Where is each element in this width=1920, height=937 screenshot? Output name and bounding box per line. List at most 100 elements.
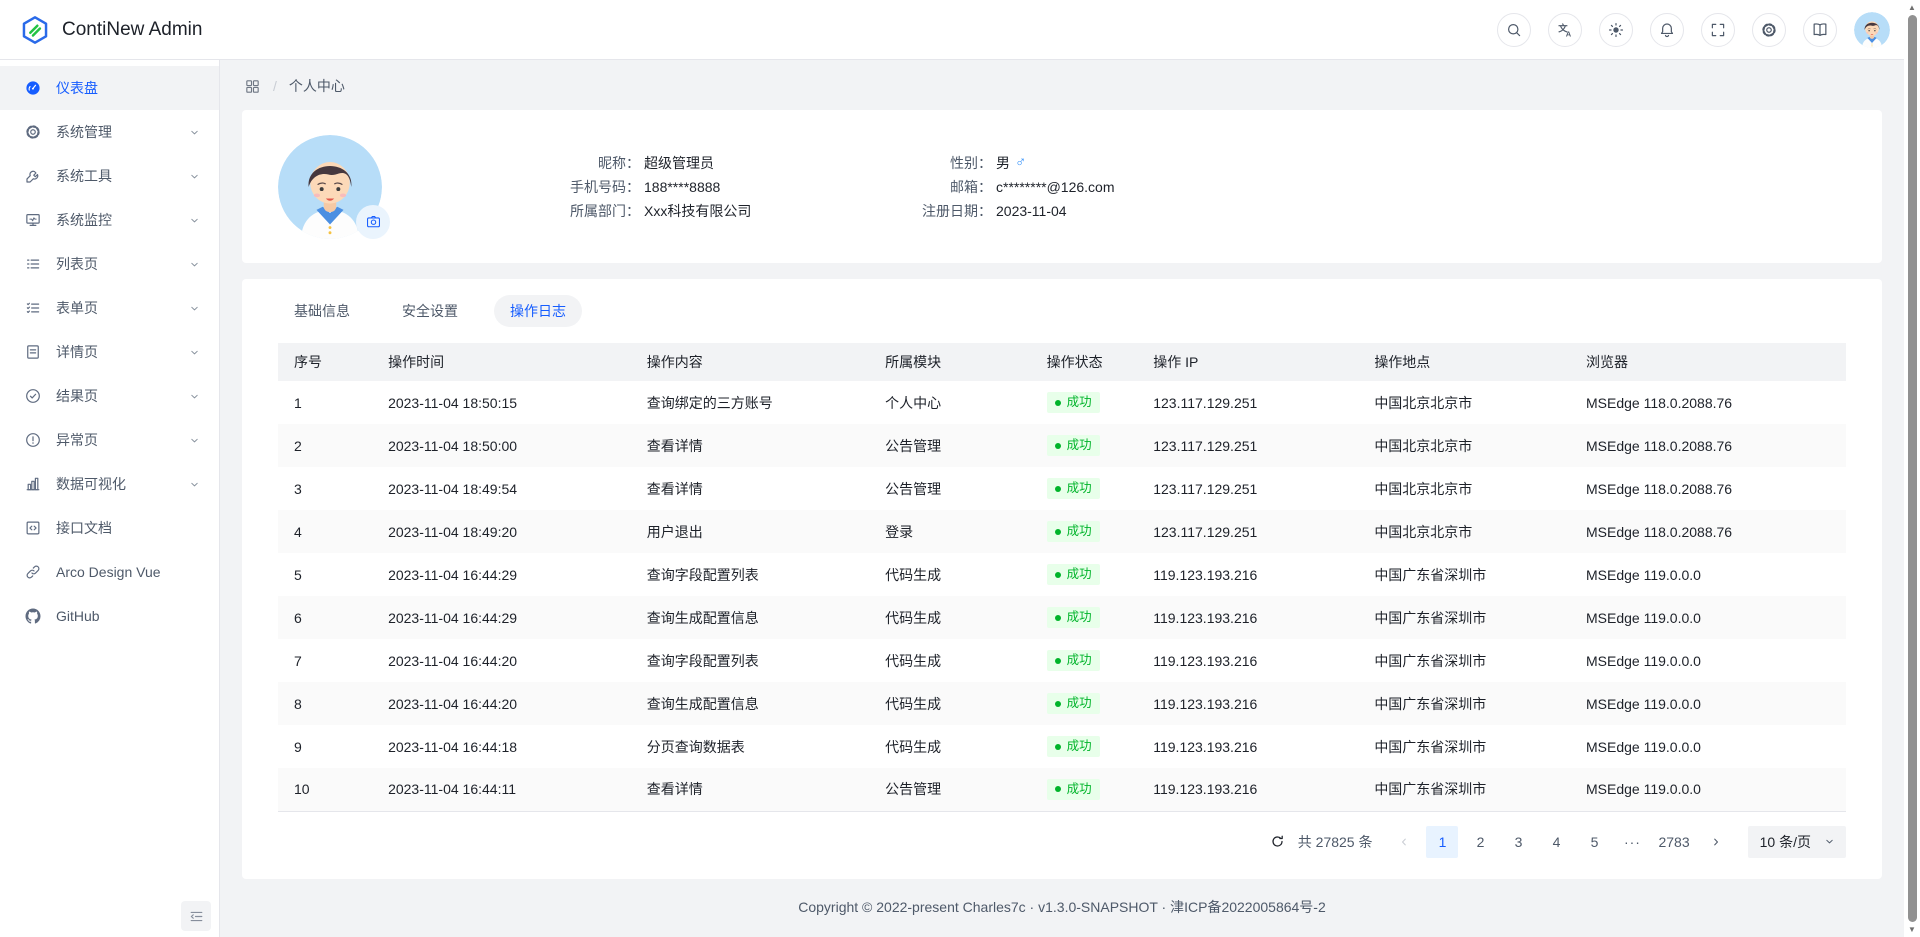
- sidebar-item-github[interactable]: GitHub: [0, 594, 219, 638]
- chevron-down-icon: [188, 346, 201, 359]
- sidebar-item-form-page[interactable]: 表单页: [0, 286, 219, 330]
- status-label: 成功: [1066, 739, 1092, 753]
- tool-icon: [24, 167, 42, 185]
- settings-icon: [1760, 21, 1778, 39]
- pagination-page-3[interactable]: 3: [1514, 833, 1523, 850]
- profile-fields-right: 性别：男 ♂ 邮箱： c********@126.com 注册日期： 2023-11-04: [902, 151, 1115, 223]
- theme-icon: [1607, 21, 1625, 39]
- table-cell: 公告管理: [885, 480, 942, 497]
- sidebar-item-api-docs[interactable]: 接口文档: [0, 506, 219, 550]
- table-cell: 中国广东省深圳市: [1358, 682, 1570, 725]
- table-column-header: 操作内容: [630, 343, 870, 381]
- status-cell: 成功: [1030, 768, 1138, 812]
- user-avatar-button[interactable]: [1854, 11, 1890, 48]
- breadcrumb-separator: /: [273, 78, 277, 94]
- table-cell: 119.123.193.216: [1153, 652, 1258, 669]
- scrollbar-thumb[interactable]: [1907, 15, 1917, 922]
- sidebar-item-dashboard[interactable]: 仪表盘: [0, 66, 219, 110]
- sidebar-item-system-management[interactable]: 系统管理: [0, 110, 219, 154]
- sidebar-item-data-visualization[interactable]: 数据可视化: [0, 462, 219, 506]
- field-value: 超级管理员: [644, 154, 714, 171]
- app-title: ContiNew Admin: [62, 18, 203, 40]
- table-cell: 119.123.193.216: [1137, 682, 1359, 725]
- sidebar-item-exception-page[interactable]: 异常页: [0, 418, 219, 462]
- page-size-select[interactable]: 10 条/页: [1747, 825, 1846, 858]
- sidebar-item-label: 仪表盘: [56, 80, 98, 96]
- pagination-prev-button[interactable]: [1388, 826, 1420, 858]
- pagination-page-1[interactable]: 1: [1426, 825, 1459, 858]
- table-cell: 中国广东省深圳市: [1358, 768, 1570, 812]
- refresh-button[interactable]: [1264, 828, 1292, 856]
- svg-text:A: A: [1566, 29, 1572, 38]
- scrollbar-up-arrow[interactable]: ▲: [1908, 3, 1916, 12]
- table-cell: 中国北京北京市: [1374, 480, 1473, 497]
- profile-field: 注册日期： 2023-11-04: [902, 201, 1115, 221]
- fullscreen-button[interactable]: [1701, 12, 1735, 47]
- pagination-ellipsis[interactable]: ···: [1623, 833, 1641, 850]
- brand[interactable]: ContiNew Admin: [20, 15, 202, 45]
- field-value: 2023-11-04: [996, 202, 1067, 219]
- collapse-sidebar-button[interactable]: [181, 901, 211, 931]
- status-cell: 成功: [1030, 596, 1138, 639]
- chevron-down-icon: [188, 478, 201, 491]
- pagination-page-4[interactable]: 4: [1552, 833, 1561, 850]
- table-cell: 6: [278, 596, 373, 639]
- sidebar-item-label: 列表页: [56, 256, 98, 272]
- operation-log-table: 序号 操作时间 操作内容 所属模块 操作状态 操作 IP 操作地点 浏览器 1 2023-11-…: [278, 343, 1846, 812]
- table-cell: 查看详情: [646, 480, 703, 497]
- table-cell: 7: [294, 652, 302, 669]
- table-cell: MSEdge 119.0.0.0: [1569, 768, 1846, 812]
- tab-operation-log[interactable]: 操作日志: [494, 295, 582, 327]
- table-cell: 个人中心: [885, 394, 942, 411]
- sidebar-item-system-monitor[interactable]: 系统监控: [0, 198, 219, 242]
- change-avatar-button[interactable]: [356, 204, 390, 239]
- notification-icon: [1658, 21, 1676, 39]
- status-dot-icon: [1054, 786, 1061, 793]
- status-badge: 成功: [1046, 392, 1100, 413]
- pagination-page-5[interactable]: 5: [1590, 833, 1599, 850]
- status-badge: 成功: [1046, 607, 1100, 628]
- table-cell: MSEdge 118.0.2088.76: [1569, 510, 1846, 553]
- table-column-header: 操作 IP: [1137, 343, 1359, 381]
- tab-security-settings[interactable]: 安全设置: [402, 303, 458, 319]
- status-dot-icon: [1054, 743, 1061, 750]
- sidebar-item-arco-design-vue[interactable]: Arco Design Vue: [0, 550, 219, 594]
- table-cell: 用户退出: [630, 510, 870, 553]
- apps-icon[interactable]: [244, 78, 261, 95]
- notifications-button[interactable]: [1650, 12, 1684, 47]
- sidebar-item-list-page[interactable]: 列表页: [0, 242, 219, 286]
- male-icon: ♂: [1015, 153, 1027, 171]
- docs-button[interactable]: [1803, 12, 1837, 47]
- pagination-page-2783[interactable]: 2783: [1658, 833, 1690, 850]
- settings-button[interactable]: [1752, 12, 1786, 47]
- theme-toggle-button[interactable]: [1599, 12, 1633, 47]
- table-cell: 2023-11-04 18:50:00: [372, 424, 631, 467]
- table-cell: MSEdge 119.0.0.0: [1569, 596, 1846, 639]
- tab-basic-info[interactable]: 基础信息: [294, 303, 350, 319]
- pagination-next-button[interactable]: [1700, 826, 1732, 858]
- monitor-icon: [24, 211, 42, 229]
- sidebar-item-system-tools[interactable]: 系统工具: [0, 154, 219, 198]
- profile-field: 所属部门： Xxx科技有限公司: [550, 201, 902, 221]
- table-cell: 119.123.193.216: [1137, 768, 1359, 812]
- sidebar-item-result-page[interactable]: 结果页: [0, 374, 219, 418]
- table-cell: 中国广东省深圳市: [1374, 566, 1487, 583]
- scrollbar-down-arrow[interactable]: ▼: [1908, 925, 1916, 934]
- table-cell: 9: [294, 738, 302, 755]
- table-cell: 123.117.129.251: [1153, 394, 1258, 411]
- sidebar-item-detail-page[interactable]: 详情页: [0, 330, 219, 374]
- table-row: 5 2023-11-04 16:44:29 查询字段配置列表 代码生成 成功 119.12…: [278, 553, 1846, 596]
- table-cell: 10: [278, 768, 373, 812]
- sidebar-item-label: 数据可视化: [56, 476, 126, 492]
- search-button[interactable]: [1497, 12, 1531, 47]
- chart-icon: [24, 475, 42, 493]
- page-size-value: 10 条/页: [1759, 833, 1811, 850]
- menu-fold-icon: [188, 908, 205, 925]
- pagination-page-2[interactable]: 2: [1476, 833, 1485, 850]
- table-cell: 119.123.193.216: [1153, 566, 1258, 583]
- table-row: 1 2023-11-04 18:50:15 查询绑定的三方账号 个人中心 成功 123.1…: [278, 381, 1846, 424]
- table-cell: MSEdge 118.0.2088.76: [1585, 480, 1733, 497]
- table-cell: 查看详情: [630, 424, 870, 467]
- search-icon: [1505, 21, 1523, 39]
